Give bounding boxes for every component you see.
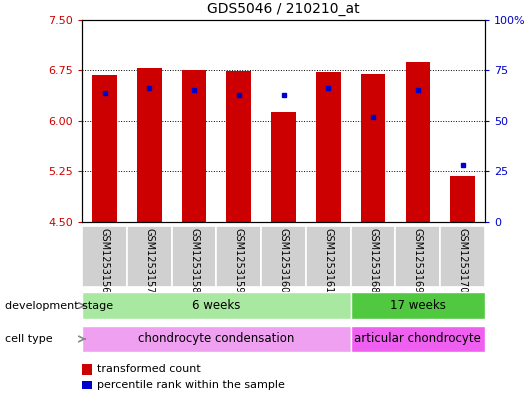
Bar (137, 68, 162, 222)
Text: cell type: cell type (5, 334, 53, 344)
Text: chondrocyte condensation: chondrocyte condensation (138, 332, 295, 345)
Bar (271, 112, 296, 222)
Bar (395, 226, 440, 287)
Bar (127, 226, 172, 287)
Text: GSM1253159: GSM1253159 (234, 228, 244, 293)
Bar (216, 226, 261, 287)
Bar (306, 226, 351, 287)
Bar (82, 326, 351, 352)
Text: 6 weeks: 6 weeks (192, 299, 241, 312)
Title: GDS5046 / 210210_at: GDS5046 / 210210_at (207, 2, 360, 16)
Text: GSM1253161: GSM1253161 (323, 228, 333, 293)
Text: 17 weeks: 17 weeks (390, 299, 446, 312)
Text: GSM1253158: GSM1253158 (189, 228, 199, 293)
Text: GSM1253157: GSM1253157 (144, 228, 154, 293)
Bar (316, 72, 341, 222)
Bar (261, 226, 306, 287)
Text: development stage: development stage (5, 301, 113, 310)
Bar (226, 71, 251, 222)
Bar (92, 75, 117, 222)
Text: GSM1253170: GSM1253170 (457, 228, 467, 293)
Bar (172, 226, 216, 287)
Text: percentile rank within the sample: percentile rank within the sample (97, 380, 285, 390)
Bar (440, 226, 485, 287)
Bar (82, 292, 351, 319)
Text: GSM1253169: GSM1253169 (413, 228, 423, 293)
Text: articular chondrocyte: articular chondrocyte (355, 332, 481, 345)
Text: GSM1253160: GSM1253160 (279, 228, 288, 293)
Bar (405, 62, 430, 222)
Bar (82, 226, 127, 287)
Bar (361, 73, 385, 222)
Bar (351, 326, 485, 352)
Text: transformed count: transformed count (97, 364, 201, 375)
Bar (450, 176, 475, 222)
Bar (351, 292, 485, 319)
Bar (182, 70, 206, 222)
Text: GSM1253168: GSM1253168 (368, 228, 378, 293)
Bar (351, 226, 395, 287)
Text: GSM1253156: GSM1253156 (100, 228, 110, 293)
